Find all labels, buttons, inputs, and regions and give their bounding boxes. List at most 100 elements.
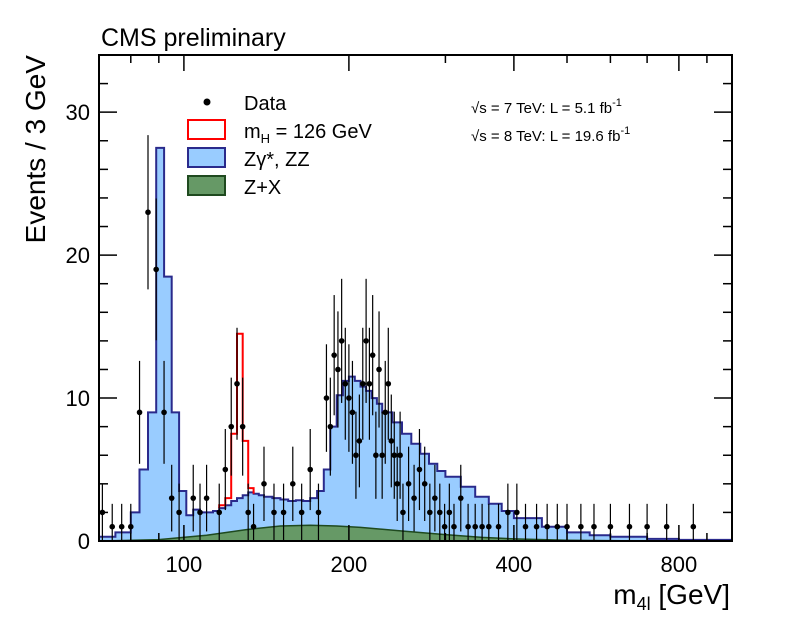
legend-signal-main: m bbox=[244, 121, 261, 143]
data-point bbox=[391, 411, 398, 499]
data-point bbox=[663, 503, 670, 541]
data-point bbox=[228, 377, 235, 476]
data-point bbox=[331, 295, 337, 416]
data-point bbox=[315, 483, 322, 541]
data-marker bbox=[465, 523, 471, 530]
data-point bbox=[356, 394, 363, 488]
x-axis-label: m4l [GeV] bbox=[613, 579, 730, 614]
data-point bbox=[690, 503, 697, 541]
data-point bbox=[436, 483, 443, 541]
luminosity-info: √s = 7 TeV: L = 5.1 fb-1 √s = 8 TeV: L =… bbox=[471, 97, 630, 145]
data-marker bbox=[369, 352, 376, 358]
data-marker bbox=[190, 495, 197, 501]
data-point bbox=[465, 503, 471, 541]
data-marker bbox=[505, 509, 511, 516]
y-ticks-group: 0 10 20 30 bbox=[66, 54, 732, 554]
data-point bbox=[298, 483, 305, 541]
data-marker bbox=[544, 523, 550, 530]
data-point bbox=[161, 360, 167, 464]
data-marker bbox=[663, 523, 670, 530]
data-point bbox=[514, 483, 520, 541]
data-point bbox=[363, 278, 369, 403]
legend-data-label: Data bbox=[244, 93, 287, 115]
lumi-line-2-main: s = 8 TeV: L = 19.6 fb bbox=[479, 128, 620, 145]
data-point bbox=[190, 464, 197, 532]
data-point bbox=[203, 464, 210, 532]
data-marker bbox=[366, 380, 373, 387]
data-marker bbox=[280, 509, 287, 516]
legend-zx-swatch bbox=[187, 175, 226, 196]
data-marker bbox=[222, 466, 229, 473]
data-point bbox=[421, 446, 428, 521]
data-marker bbox=[578, 523, 584, 530]
data-point bbox=[394, 446, 401, 521]
data-marker bbox=[379, 452, 385, 459]
data-point bbox=[136, 360, 143, 464]
data-marker bbox=[127, 523, 134, 530]
data-marker bbox=[239, 423, 246, 430]
data-point bbox=[385, 327, 392, 440]
data-marker bbox=[261, 481, 267, 487]
data-point bbox=[222, 428, 229, 511]
data-point bbox=[441, 503, 448, 541]
plot-frame bbox=[98, 54, 733, 542]
data-point bbox=[591, 503, 597, 541]
data-marker bbox=[176, 509, 182, 516]
data-marker bbox=[388, 438, 395, 444]
data-marker bbox=[338, 338, 345, 344]
x-axis-label-main: m bbox=[613, 579, 636, 610]
data-point bbox=[427, 483, 433, 541]
data-marker bbox=[335, 366, 341, 373]
data-marker bbox=[591, 523, 597, 530]
data-point bbox=[554, 503, 561, 541]
data-marker bbox=[356, 438, 363, 444]
data-marker bbox=[228, 423, 235, 430]
data-marker bbox=[136, 409, 143, 416]
x-tick-label: 100 bbox=[166, 552, 203, 577]
data-point bbox=[416, 428, 423, 511]
data-point bbox=[335, 311, 341, 428]
data-marker bbox=[376, 366, 382, 373]
data-marker bbox=[234, 380, 240, 387]
data-point bbox=[457, 464, 464, 532]
data-point bbox=[544, 503, 550, 541]
data-point bbox=[307, 428, 314, 511]
y-tick-label: 30 bbox=[66, 100, 90, 125]
data-point bbox=[400, 483, 406, 541]
data-marker bbox=[298, 509, 305, 516]
lumi-line-2-sqrt: √ bbox=[471, 128, 480, 145]
data-marker bbox=[479, 523, 485, 530]
data-marker bbox=[168, 495, 175, 501]
data-point bbox=[261, 446, 267, 521]
data-point bbox=[366, 327, 373, 440]
data-point bbox=[353, 411, 359, 499]
data-marker bbox=[145, 209, 151, 216]
data-marker bbox=[495, 523, 502, 530]
data-point bbox=[323, 344, 330, 452]
data-marker bbox=[451, 523, 457, 530]
data-marker bbox=[397, 452, 403, 459]
data-point bbox=[338, 278, 345, 403]
data-marker bbox=[363, 338, 369, 344]
data-point bbox=[168, 464, 175, 532]
data-point bbox=[153, 198, 159, 341]
data-marker bbox=[486, 523, 492, 530]
y-tick-label: 0 bbox=[78, 529, 90, 554]
data-marker bbox=[514, 509, 520, 516]
data-point bbox=[472, 503, 479, 541]
data-marker bbox=[436, 509, 443, 516]
data-marker bbox=[153, 266, 159, 273]
data-point bbox=[349, 360, 356, 464]
data-marker bbox=[331, 352, 337, 358]
data-point bbox=[479, 503, 485, 541]
data-marker bbox=[323, 395, 330, 401]
legend-zz-swatch bbox=[187, 147, 226, 168]
data-marker bbox=[216, 509, 223, 516]
y-tick-label: 20 bbox=[66, 243, 90, 268]
x-axis-label-unit: [GeV] bbox=[651, 579, 730, 610]
data-point bbox=[245, 483, 251, 541]
y-tick-label: 10 bbox=[66, 386, 90, 411]
data-point bbox=[626, 503, 633, 541]
data-point bbox=[379, 411, 385, 499]
